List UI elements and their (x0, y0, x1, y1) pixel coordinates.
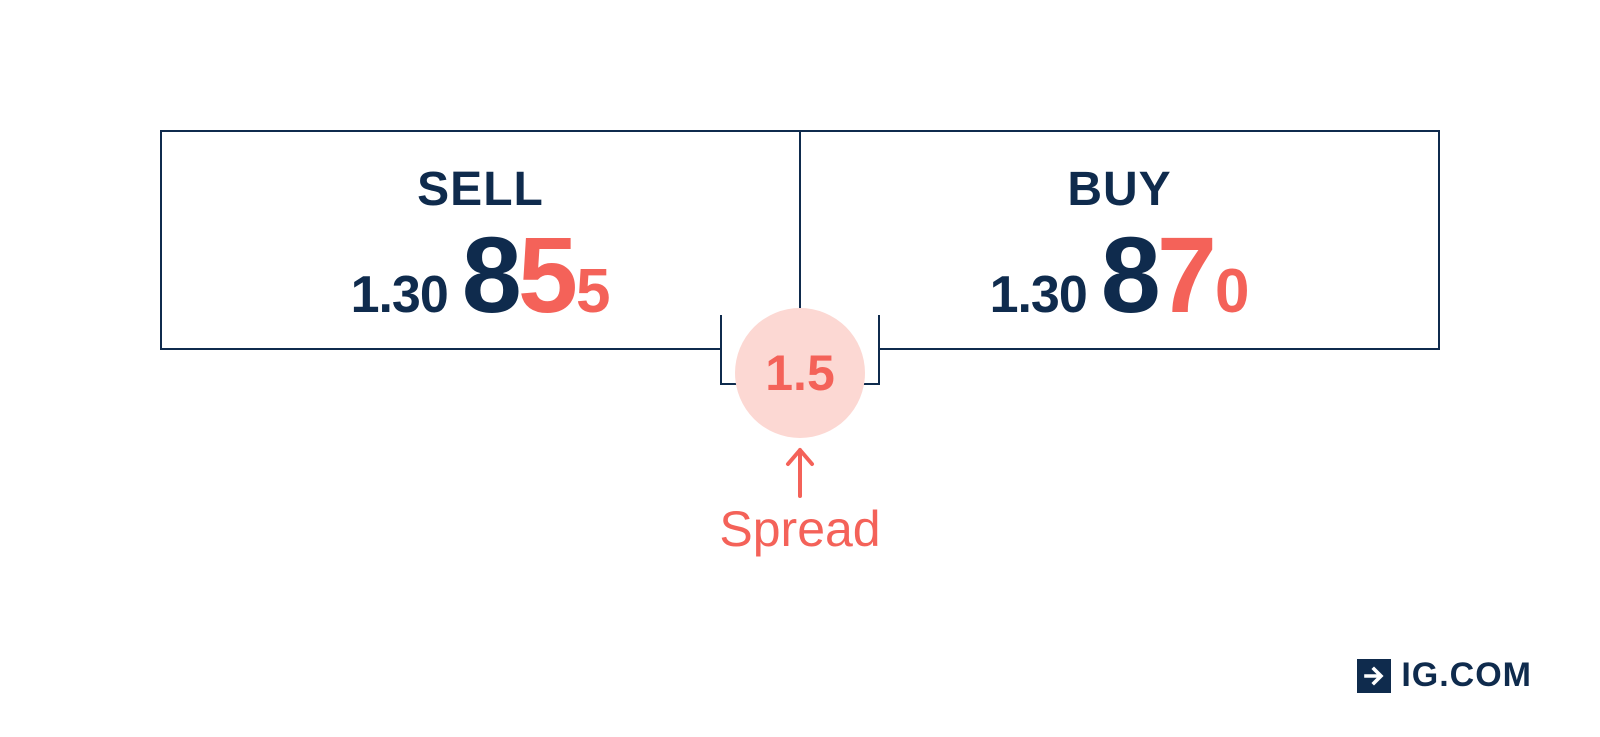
spread-value: 1.5 (765, 344, 835, 402)
buy-price: 1.30 8 7 0 (990, 221, 1250, 329)
sell-price-prefix: 1.30 (351, 269, 448, 321)
spread-label: Spread (719, 500, 880, 558)
sell-box[interactable]: SELL 1.30 8 5 5 (160, 130, 800, 350)
brand-text: IG.COM (1401, 656, 1532, 695)
buy-box[interactable]: BUY 1.30 8 7 0 (800, 130, 1440, 350)
sell-price-big2: 5 (518, 221, 574, 329)
sell-price: 1.30 8 5 5 (351, 221, 611, 329)
buy-price-big1: 8 (1101, 221, 1157, 329)
buy-price-trail: 0 (1215, 261, 1249, 323)
arrow-right-square-icon (1357, 659, 1391, 693)
sell-price-trail: 5 (576, 261, 610, 323)
buy-label: BUY (1067, 162, 1171, 217)
sell-label: SELL (417, 162, 544, 217)
sell-price-big1: 8 (462, 221, 518, 329)
buy-price-big2: 7 (1157, 221, 1213, 329)
arrow-up-icon (780, 446, 820, 503)
brand-logo: IG.COM (1357, 656, 1532, 695)
buy-price-prefix: 1.30 (990, 269, 1087, 321)
